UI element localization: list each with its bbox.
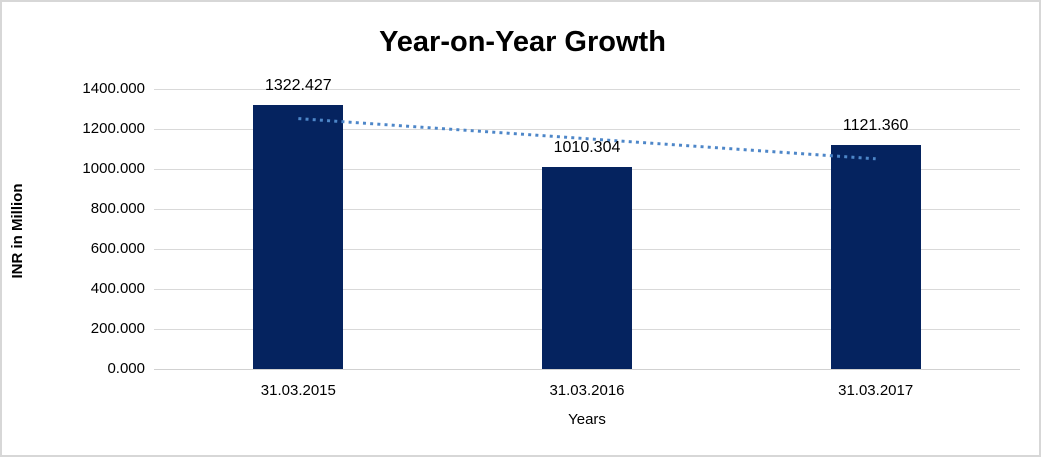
y-tick-label: 0.000 [107, 360, 145, 377]
bar-data-label: 1010.304 [553, 138, 621, 156]
x-tick-label: 31.03.2017 [838, 382, 914, 399]
y-tick-label: 1400.000 [82, 80, 145, 97]
bar-data-label: 1322.427 [264, 76, 332, 94]
y-tick-label: 1000.000 [82, 160, 145, 177]
y-tick-label: 600.000 [90, 240, 145, 257]
y-tick-label: 1200.000 [82, 120, 145, 137]
y-tick-label: 800.000 [90, 200, 145, 217]
bar [542, 166, 632, 369]
y-axis-title: INR in Million [9, 183, 26, 279]
x-axis-title: Years [568, 411, 606, 428]
gridline [154, 89, 1020, 90]
x-tick-label: 31.03.2016 [549, 382, 625, 399]
y-tick-label: 400.000 [90, 280, 145, 297]
bar-data-label: 1121.360 [842, 116, 909, 134]
bar [830, 144, 921, 369]
x-tick-label: 31.03.2015 [260, 382, 336, 399]
y-tick-label: 200.000 [90, 320, 145, 337]
x-axis-line [154, 369, 1020, 370]
bar [253, 104, 344, 369]
chart-title: Year-on-Year Growth [379, 26, 666, 58]
